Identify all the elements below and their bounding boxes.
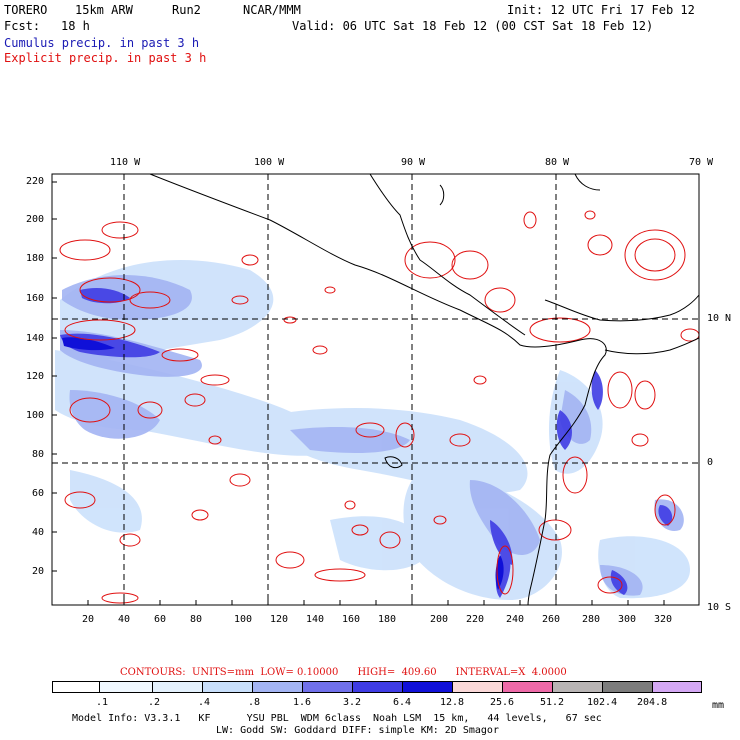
y-tick-200: 200 xyxy=(26,214,45,225)
x-tick-240: 240 xyxy=(506,614,525,625)
x-tick-300: 300 xyxy=(618,614,637,625)
colorbar-label-11: 204.8 xyxy=(637,697,668,708)
x-tick-180: 180 xyxy=(378,614,397,625)
x-tick-220: 220 xyxy=(466,614,485,625)
colorbar-bin-12 xyxy=(653,682,701,692)
model-org: NCAR/MMM xyxy=(243,3,301,17)
x-tick-marks xyxy=(87,600,665,605)
colorbar-label-1: .2 xyxy=(148,697,161,708)
lat-label-10n: 10 N xyxy=(707,313,732,324)
y-tick-40: 40 xyxy=(32,527,45,538)
init-time: Init: 12 UTC Fri 17 Feb 12 xyxy=(507,3,695,17)
valid-time: Valid: 06 UTC Sat 18 Feb 12 (00 CST Sat … xyxy=(292,19,654,33)
lat-label-10s: 10 S xyxy=(707,602,732,613)
precip-field xyxy=(52,174,699,605)
colorbar-bin-4 xyxy=(253,682,303,692)
x-tick-320: 320 xyxy=(654,614,673,625)
x-tick-280: 280 xyxy=(582,614,601,625)
colorbar-unit: mm xyxy=(712,700,725,711)
y-tick-140: 140 xyxy=(26,333,45,344)
lon-label-100w: 100 W xyxy=(254,157,285,168)
colorbar-bin-11 xyxy=(603,682,653,692)
x-tick-140: 140 xyxy=(306,614,325,625)
cumulus-legend: Cumulus precip. in past 3 h xyxy=(4,36,200,50)
colorbar-label-9: 51.2 xyxy=(540,697,565,708)
colorbar-label-7: 12.8 xyxy=(440,697,465,708)
x-tick-80: 80 xyxy=(190,614,203,625)
lat-lon-grid xyxy=(52,174,699,605)
y-tick-100: 100 xyxy=(26,410,45,421)
colorbar-label-6: 6.4 xyxy=(393,697,412,708)
contour-info: CONTOURS: UNITS=mm LOW= 0.10000 HIGH= 40… xyxy=(120,667,567,678)
colorbar-bin-10 xyxy=(553,682,603,692)
forecast-hour: 18 h xyxy=(61,19,90,33)
colorbar-label-10: 102.4 xyxy=(587,697,618,708)
x-tick-20: 20 xyxy=(82,614,95,625)
x-tick-100: 100 xyxy=(234,614,253,625)
lon-label-70w: 70 W xyxy=(689,157,714,168)
colorbar-label-3: .8 xyxy=(248,697,261,708)
colorbar-bin-5 xyxy=(303,682,353,692)
y-tick-60: 60 xyxy=(32,488,45,499)
colorbar-label-0: .1 xyxy=(96,697,109,708)
x-tick-40: 40 xyxy=(118,614,131,625)
colorbar-bin-7 xyxy=(403,682,453,692)
x-tick-120: 120 xyxy=(270,614,289,625)
x-tick-260: 260 xyxy=(542,614,561,625)
model-run: Run2 xyxy=(172,3,201,17)
model-info-line1: Model Info: V3.3.1 KF YSU PBL WDM 6class… xyxy=(72,713,602,724)
colorbar-bin-2 xyxy=(153,682,203,692)
colorbar-bin-1 xyxy=(100,682,153,692)
colorbar xyxy=(52,681,702,693)
colorbar-bin-6 xyxy=(353,682,403,692)
y-tick-20: 20 xyxy=(32,566,45,577)
lon-label-80w: 80 W xyxy=(545,157,570,168)
colorbar-bin-8 xyxy=(453,682,503,692)
y-tick-220: 220 xyxy=(26,176,45,187)
y-tick-180: 180 xyxy=(26,253,45,264)
y-tick-80: 80 xyxy=(32,449,45,460)
x-tick-60: 60 xyxy=(154,614,167,625)
lon-label-110w: 110 W xyxy=(110,157,141,168)
lat-label-0: 0 xyxy=(707,457,714,468)
x-tick-160: 160 xyxy=(342,614,361,625)
y-tick-160: 160 xyxy=(26,293,45,304)
model-name: TORERO xyxy=(4,3,48,17)
lon-label-90w: 90 W xyxy=(401,157,426,168)
colorbar-bin-3 xyxy=(203,682,253,692)
colorbar-bin-9 xyxy=(503,682,553,692)
y-tick-marks xyxy=(52,181,57,572)
colorbar-label-5: 3.2 xyxy=(343,697,362,708)
y-tick-120: 120 xyxy=(26,371,45,382)
colorbar-label-4: 1.6 xyxy=(293,697,312,708)
colorbar-label-2: .4 xyxy=(198,697,211,708)
model-info-line2: LW: Godd SW: Goddard DIFF: simple KM: 2D… xyxy=(216,725,499,736)
model-resolution: 15km ARW xyxy=(75,3,133,17)
colorbar-bin-0 xyxy=(53,682,100,692)
colorbar-label-8: 25.6 xyxy=(490,697,515,708)
forecast-label: Fcst: xyxy=(4,19,41,33)
x-tick-200: 200 xyxy=(430,614,449,625)
explicit-legend: Explicit precip. in past 3 h xyxy=(4,51,207,65)
